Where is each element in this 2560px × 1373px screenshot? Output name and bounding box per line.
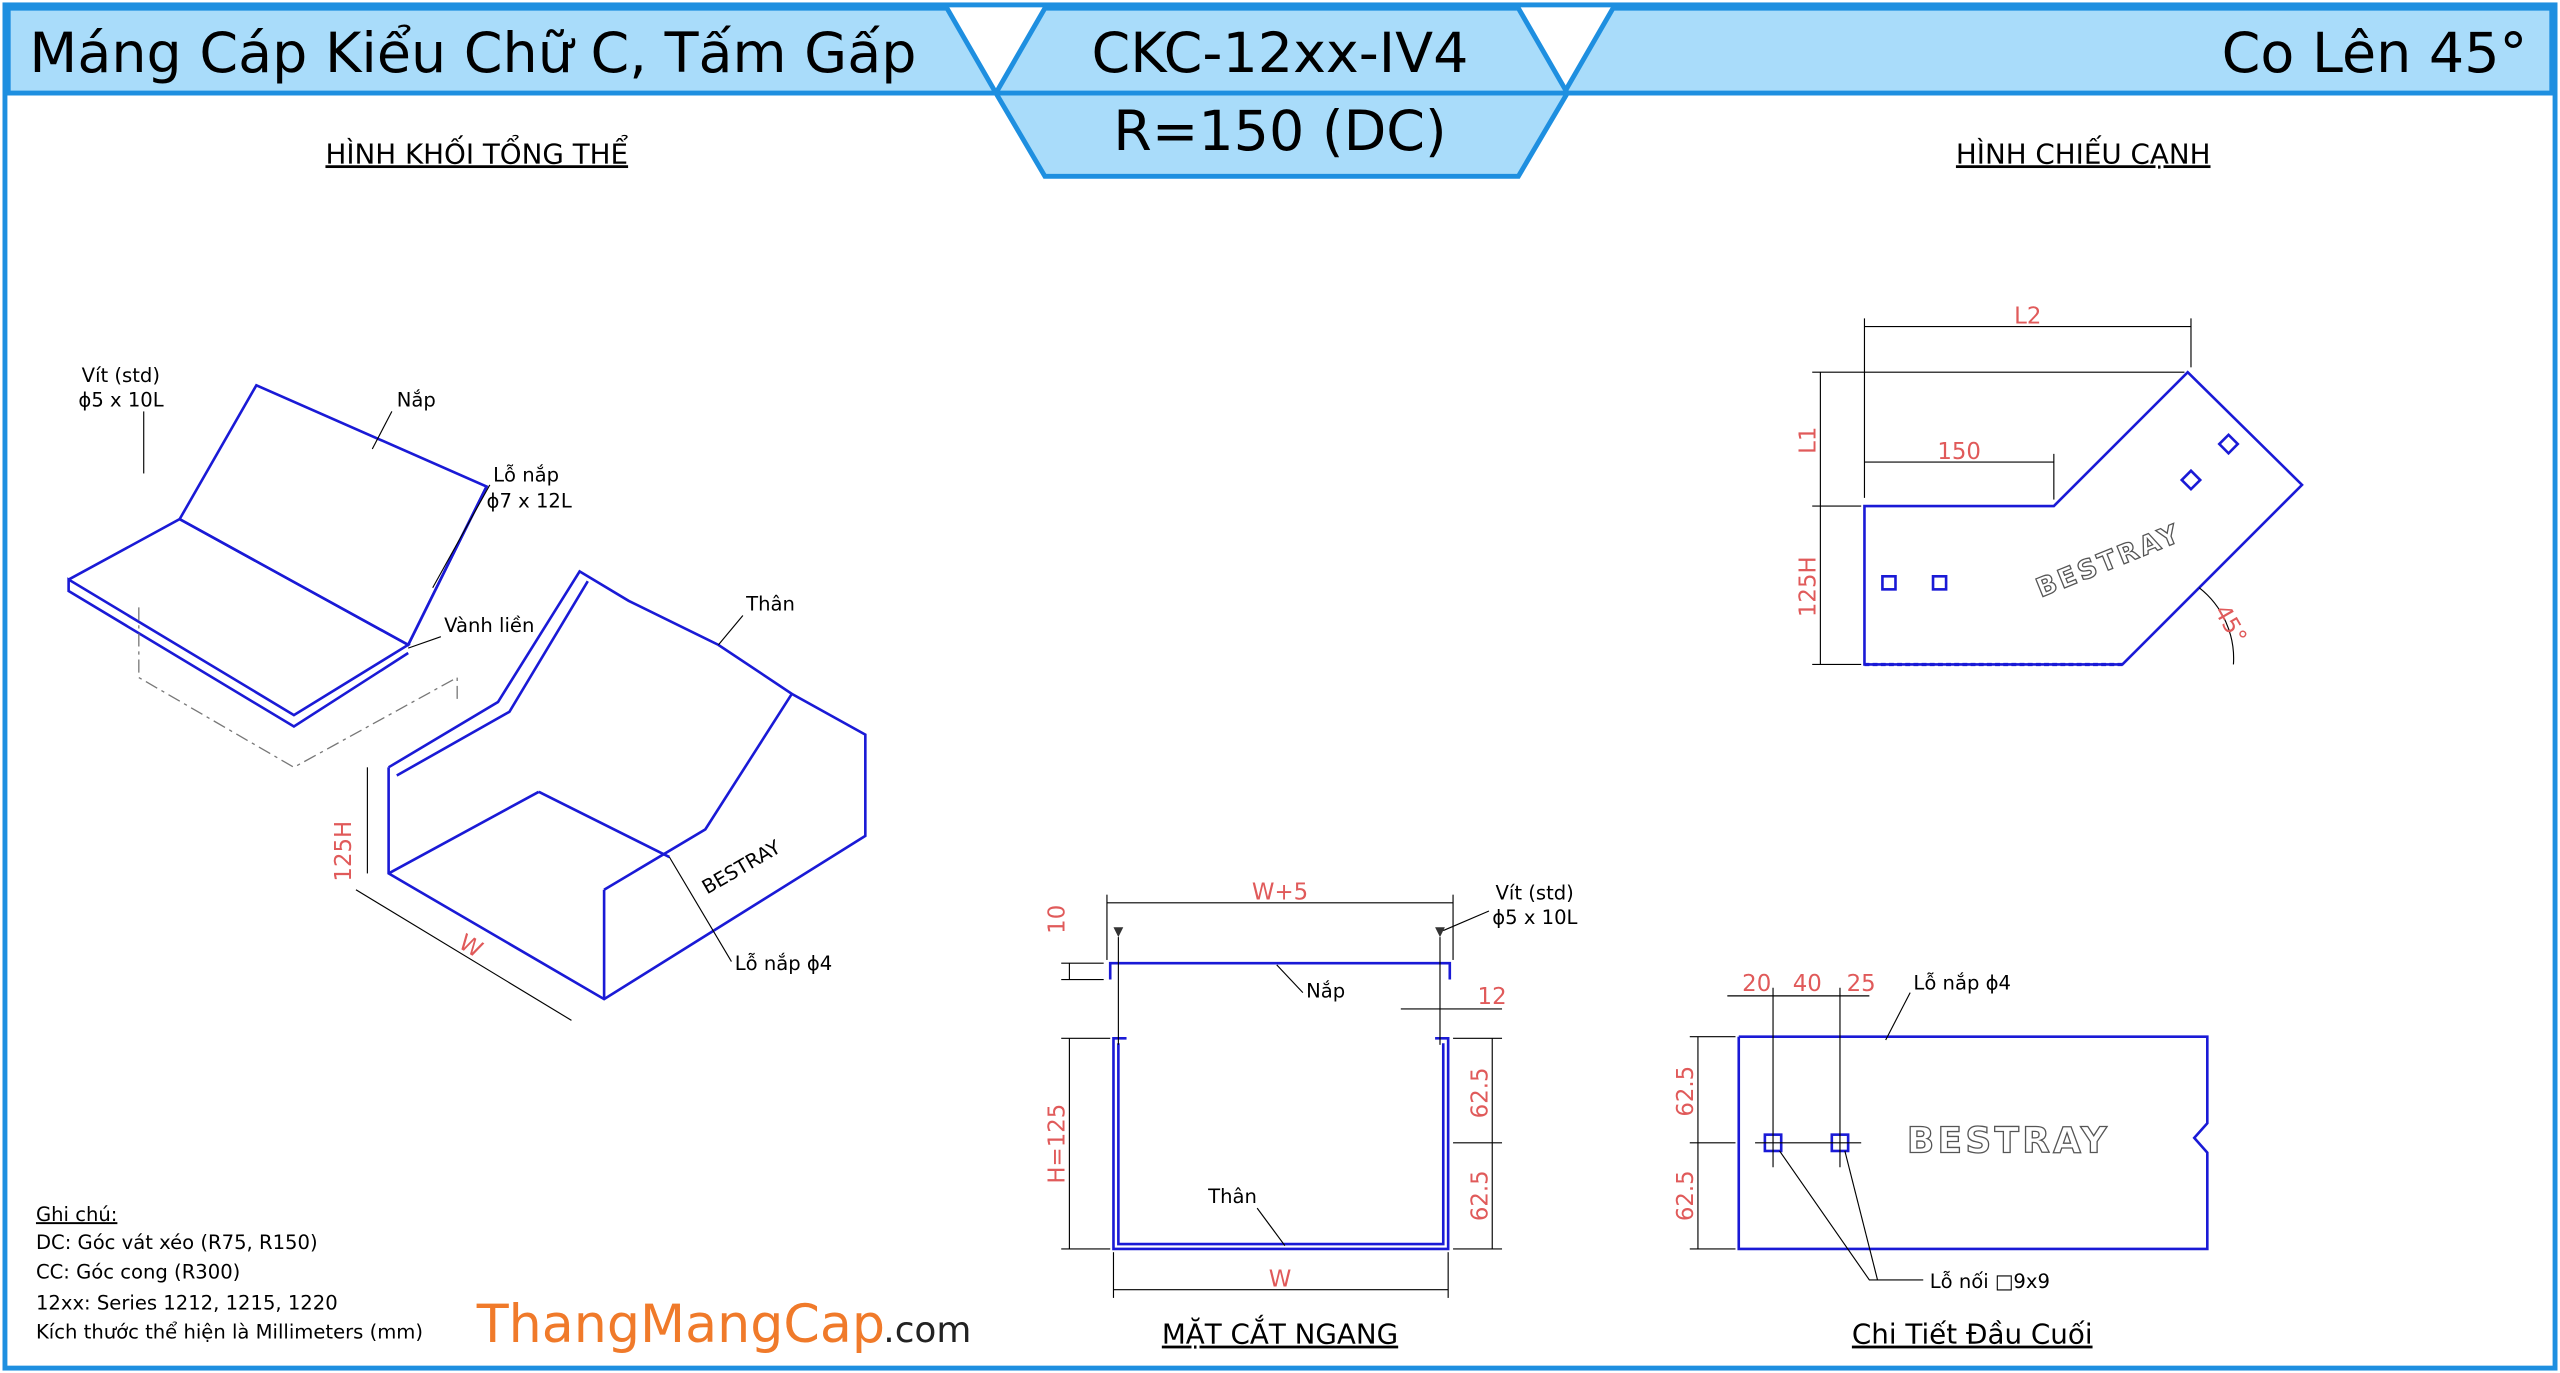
body-right-wall <box>603 693 793 891</box>
dimension-text: 20 <box>1742 971 1771 997</box>
brand-mark: BESTRAY <box>1907 1121 2110 1162</box>
notes-title: Ghi chú: <box>36 1203 117 1226</box>
label: Vành liền <box>444 614 534 637</box>
leader-line <box>1276 964 1304 994</box>
hole <box>2217 432 2240 456</box>
label: Lỗ nắp ϕ4 <box>735 952 833 975</box>
body-inner <box>538 790 670 859</box>
label: Nắp <box>1306 980 1345 1003</box>
view-title: HÌNH CHIẾU CẠNH <box>1956 133 2211 170</box>
leader-line <box>668 856 732 962</box>
header-variant: Co Lên 45° <box>2222 21 2528 86</box>
dimension-text: L1 <box>1795 427 1821 454</box>
dimension-text: 150 <box>1937 439 1981 465</box>
view-title: Chi Tiết Đầu Cuối <box>1852 1318 2093 1351</box>
dimension-text: 40 <box>1793 971 1822 997</box>
note: 12xx: Series 1212, 1215, 1220 <box>36 1291 338 1314</box>
label: Lỗ nắp ϕ4 <box>1913 971 2011 994</box>
label: ϕ5 x 10L <box>78 389 163 412</box>
dimension-text: 125H <box>1795 556 1821 617</box>
lid-edge <box>407 485 488 646</box>
header-right-band <box>1559 5 2555 96</box>
watermark-domain: .com <box>883 1310 971 1351</box>
dimension-text: 125H <box>331 821 357 882</box>
section-drawing <box>1061 894 1503 1298</box>
dimension-text: 25 <box>1847 971 1876 997</box>
note: Kích thước thể hiện là Millimeters (mm) <box>36 1321 423 1344</box>
dimension-text: H=125 <box>1044 1104 1070 1184</box>
dimension-text: 62.5 <box>1467 1067 1493 1118</box>
view-title: MẶT CẮT NGANG <box>1162 1314 1398 1351</box>
leader-line <box>1885 992 1911 1041</box>
section-lid <box>1108 961 1452 980</box>
header-title: Máng Cáp Kiểu Chữ C, Tấm Gấp <box>29 21 916 86</box>
dimension-text: 12 <box>1478 984 1507 1010</box>
header-code: CKC-12xx-IV4 <box>1092 21 1469 86</box>
dimension-text: 62.5 <box>1673 1066 1699 1117</box>
dimension-text: W+5 <box>1252 880 1308 906</box>
dimension-text: 62.5 <box>1467 1170 1493 1221</box>
note: DC: Góc vát xéo (R75, R150) <box>36 1231 318 1254</box>
section-body-inner <box>1117 1043 1445 1246</box>
lid-flange <box>67 517 411 729</box>
leader-line <box>1779 1150 1924 1281</box>
leader-line <box>1443 910 1490 932</box>
dimension-text: 62.5 <box>1673 1170 1699 1221</box>
label: Lỗ nắp <box>493 464 559 487</box>
end-detail-drawing <box>1689 987 2209 1281</box>
dimension-text: W <box>1269 1266 1292 1292</box>
leader-line <box>371 411 393 450</box>
dimension-line <box>355 889 572 1021</box>
label: Vít (std) <box>1496 882 1574 905</box>
leader-line <box>408 636 442 649</box>
angle-arc <box>2198 587 2235 665</box>
label: Thân <box>1207 1185 1257 1208</box>
hidden-line <box>138 607 458 769</box>
dimension-text: L2 <box>2014 303 2041 329</box>
leader-line <box>1256 1207 1286 1246</box>
header-radius: R=150 (DC) <box>1113 99 1446 164</box>
label: Nắp <box>397 389 436 412</box>
hole <box>2179 468 2203 492</box>
section-body <box>1112 1037 1450 1251</box>
body-inner <box>387 790 540 875</box>
dimension-text: 10 <box>1044 905 1070 934</box>
label: Lỗ nối □9x9 <box>1930 1270 2050 1293</box>
note: CC: Góc cong (R300) <box>36 1260 240 1283</box>
watermark: ThangMangCap <box>476 1295 885 1355</box>
end-outline <box>1737 1035 2209 1251</box>
side-view-drawing <box>1812 318 2304 667</box>
label: Thân <box>745 593 795 616</box>
leader-line <box>432 484 491 589</box>
view-title: HÌNH KHỐI TỔNG THỂ <box>325 133 628 170</box>
hole <box>1881 574 1897 591</box>
isometric-drawing <box>67 383 867 1021</box>
label: ϕ7 x 12L <box>487 490 572 513</box>
label: ϕ5 x 10L <box>1492 906 1577 929</box>
leader-line <box>1844 1150 1879 1281</box>
leader-line <box>717 615 744 646</box>
hole <box>1931 574 1948 591</box>
body-rim <box>396 580 589 777</box>
label: Vít (std) <box>82 364 160 387</box>
